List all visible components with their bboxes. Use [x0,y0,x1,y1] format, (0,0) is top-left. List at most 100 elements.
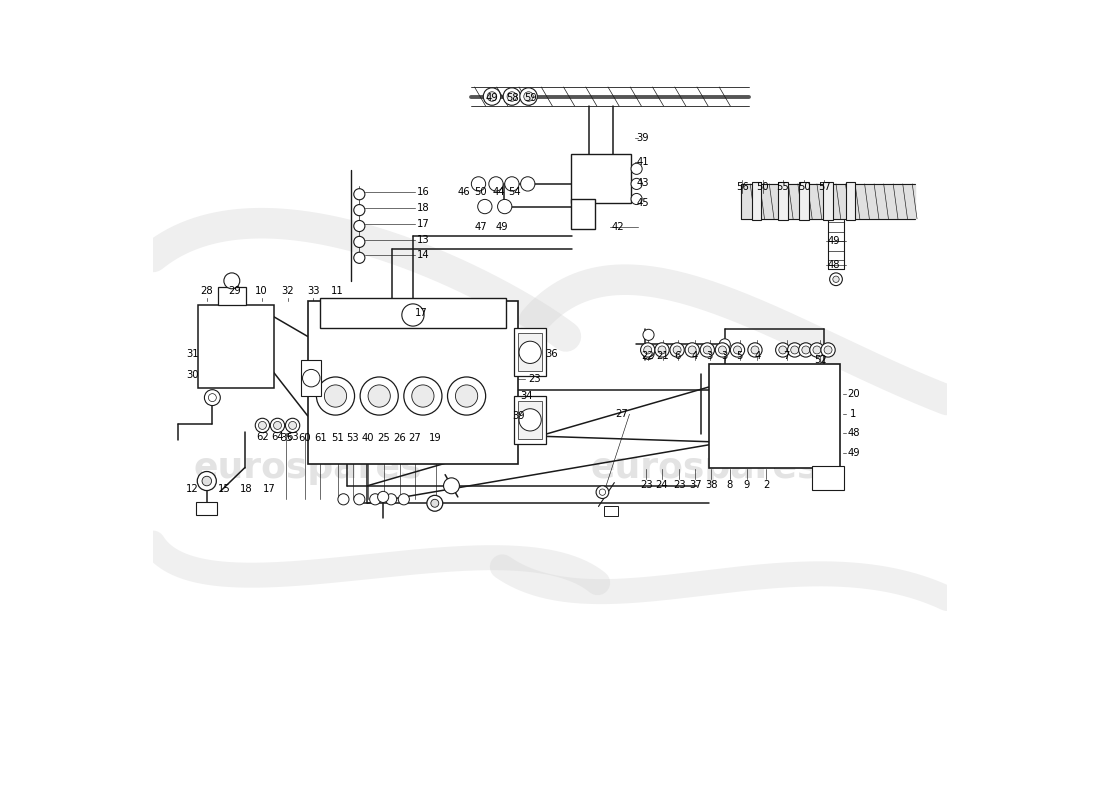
Circle shape [520,177,535,191]
Bar [812,466,844,490]
Circle shape [274,422,282,430]
Text: 33: 33 [307,286,319,296]
Circle shape [503,88,520,106]
Text: 8: 8 [726,480,733,490]
Circle shape [354,236,365,247]
Text: 27: 27 [408,433,421,443]
Circle shape [411,385,434,407]
Circle shape [730,342,745,357]
Circle shape [370,494,381,505]
Text: 49: 49 [827,236,840,246]
Text: 38: 38 [705,480,717,490]
Circle shape [487,92,497,102]
Circle shape [644,346,651,354]
Text: 3: 3 [722,350,728,361]
Text: 14: 14 [417,250,429,261]
Circle shape [477,199,492,214]
Circle shape [631,194,642,205]
Circle shape [519,342,541,363]
Circle shape [685,342,700,357]
Text: 5: 5 [737,350,744,361]
Text: 49: 49 [486,93,498,103]
Bar [218,287,245,305]
Text: 52: 52 [814,355,826,366]
Circle shape [338,494,349,505]
Text: 11: 11 [331,286,343,296]
Text: 45: 45 [637,198,649,208]
Text: 40: 40 [362,433,374,443]
Circle shape [224,273,240,289]
Circle shape [654,342,669,357]
Bar [197,502,217,515]
Circle shape [258,422,266,430]
Text: 51: 51 [331,433,344,443]
Circle shape [205,390,220,406]
Text: 1: 1 [850,409,857,418]
Bar [320,298,506,329]
Circle shape [402,304,425,326]
Text: 13: 13 [417,234,429,245]
Circle shape [701,342,715,357]
Text: 56: 56 [736,182,749,192]
Circle shape [271,418,285,433]
Circle shape [788,342,802,357]
Circle shape [719,339,730,350]
Bar [308,301,518,463]
Circle shape [642,330,654,341]
Text: 54: 54 [508,187,520,197]
Text: 49: 49 [847,448,860,458]
Text: 17: 17 [263,484,275,494]
Circle shape [197,471,217,490]
Text: 53: 53 [346,433,360,443]
Text: 23: 23 [640,480,652,490]
Text: 43: 43 [637,178,649,188]
Circle shape [404,377,442,415]
Text: 4: 4 [692,350,697,361]
Circle shape [631,178,642,190]
Bar [198,305,274,388]
Text: 49: 49 [496,222,508,232]
Circle shape [455,385,477,407]
Bar [301,360,321,396]
Text: 21: 21 [657,350,669,361]
Circle shape [354,221,365,231]
Circle shape [748,342,762,357]
Text: 23: 23 [528,374,540,383]
Text: 50: 50 [474,187,487,197]
Circle shape [596,486,608,498]
Circle shape [202,476,211,486]
Circle shape [642,348,654,359]
Text: 37: 37 [689,480,702,490]
Circle shape [354,252,365,263]
Circle shape [821,342,835,357]
Circle shape [208,394,217,402]
Circle shape [824,346,832,354]
Text: 50: 50 [798,182,811,192]
Text: eurospares: eurospares [194,450,422,485]
Circle shape [354,205,365,216]
Circle shape [519,409,541,431]
Circle shape [483,88,500,106]
Circle shape [751,346,759,354]
Circle shape [658,346,666,354]
Circle shape [799,342,813,357]
Text: 24: 24 [656,480,669,490]
Circle shape [715,342,729,357]
Text: 20: 20 [847,390,860,399]
Text: 17: 17 [417,218,429,229]
Text: 22: 22 [641,350,654,361]
Bar [518,334,542,371]
Text: 34: 34 [520,391,532,401]
Circle shape [734,346,741,354]
Bar [572,199,595,229]
Circle shape [354,494,365,505]
Circle shape [833,276,839,282]
Bar [572,154,631,202]
Circle shape [640,342,654,357]
Bar [518,401,542,439]
Text: 29: 29 [228,286,241,296]
Circle shape [488,177,503,191]
Text: 2: 2 [763,480,769,490]
Circle shape [302,370,320,387]
Text: 12: 12 [186,484,199,494]
